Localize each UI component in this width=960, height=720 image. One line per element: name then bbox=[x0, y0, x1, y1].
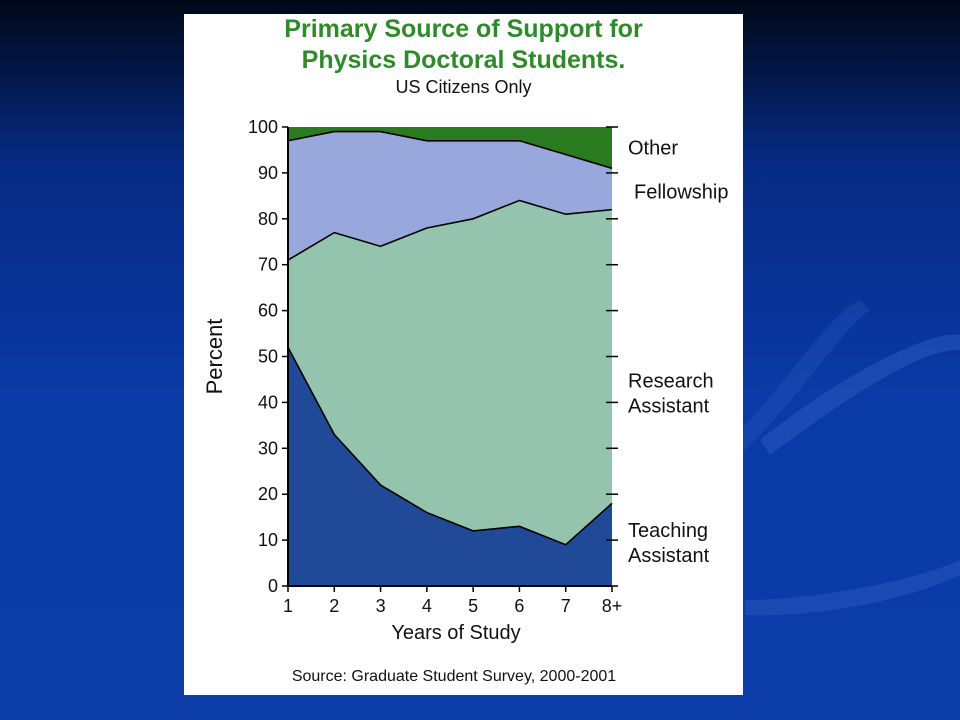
y-tick-label: 70 bbox=[258, 255, 278, 275]
series-label-teaching-assistant: Teaching bbox=[628, 520, 708, 542]
y-tick-label: 50 bbox=[258, 347, 278, 367]
series-label-research-assistant: Research bbox=[628, 371, 714, 393]
area-other bbox=[288, 127, 612, 169]
x-tick-label: 5 bbox=[468, 596, 478, 616]
y-tick-label: 90 bbox=[258, 163, 278, 183]
chart-subtitle: US Citizens Only bbox=[395, 77, 532, 97]
series-label-fellowship: Fellowship bbox=[634, 181, 728, 203]
y-tick-label: 40 bbox=[258, 392, 278, 412]
x-tick-label: 1 bbox=[283, 596, 293, 616]
stacked-area-chart: 0 10 20 30 40 50 60 70 80 90 100 1 2 3 4 5 6 7 8+ Years of … bbox=[202, 117, 728, 644]
boundary-line-fellowship bbox=[287, 130, 613, 170]
area-research-assistant bbox=[288, 200, 612, 545]
series-label-teaching-assistant: Assistant bbox=[628, 545, 710, 567]
area-teaching-assistant bbox=[288, 347, 612, 586]
y-tick-label: 30 bbox=[258, 438, 278, 458]
chart-title-line-1: Primary Source of Support for bbox=[284, 15, 643, 43]
y-tick-label: 80 bbox=[258, 209, 278, 229]
y-tick-label: 100 bbox=[248, 117, 278, 137]
x-tick-label: 8+ bbox=[602, 596, 623, 616]
x-tick-label: 4 bbox=[422, 596, 432, 616]
series-label-research-assistant: Assistant bbox=[628, 396, 710, 418]
area-fellowship bbox=[288, 131, 612, 261]
y-tick-label: 0 bbox=[268, 576, 278, 596]
source-note: Source: Graduate Student Survey, 2000-20… bbox=[291, 668, 617, 685]
x-tick-label: 3 bbox=[376, 596, 386, 616]
y-axis-label: Percent bbox=[202, 319, 227, 395]
y-tick-label: 20 bbox=[258, 484, 278, 504]
x-tick-label: 2 bbox=[329, 596, 339, 616]
chart-card: Primary Source of Support for Physics Do… bbox=[184, 14, 743, 695]
boundary-line-teaching-assistant bbox=[287, 346, 613, 546]
boundary-line-research-assistant bbox=[287, 199, 613, 261]
chart-title-line-2: Physics Doctoral Students. bbox=[301, 46, 626, 74]
y-tick-label: 60 bbox=[258, 301, 278, 321]
x-tick-label: 6 bbox=[514, 596, 524, 616]
x-tick-label: 7 bbox=[561, 596, 571, 616]
x-axis-label: Years of Study bbox=[391, 622, 520, 644]
series-label-other: Other bbox=[628, 138, 678, 160]
y-tick-label: 10 bbox=[258, 530, 278, 550]
